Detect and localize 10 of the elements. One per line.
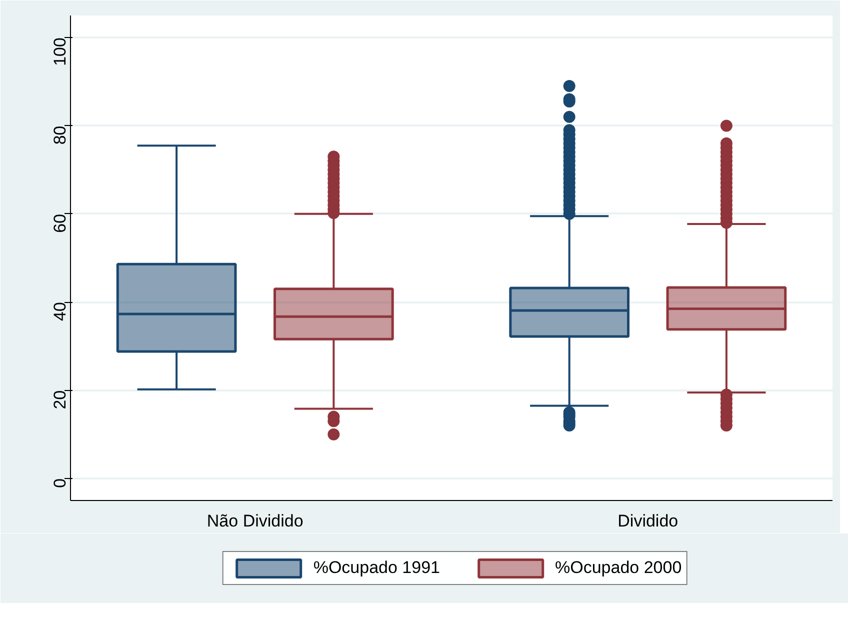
y-tick-label: 0 bbox=[50, 478, 70, 488]
legend-label: %Ocupado 1991 bbox=[313, 558, 440, 578]
y-tick-label: 60 bbox=[50, 214, 70, 233]
legend-label: %Ocupado 2000 bbox=[555, 558, 682, 578]
y-tick-label: 40 bbox=[50, 302, 70, 321]
x-tick-label: Dividido bbox=[618, 512, 678, 530]
x-tick-label: Não Dividido bbox=[206, 512, 304, 530]
y-tick-label: 80 bbox=[50, 126, 70, 145]
y-tick-label: 100 bbox=[50, 38, 70, 66]
y-tick-label: 20 bbox=[50, 390, 70, 410]
